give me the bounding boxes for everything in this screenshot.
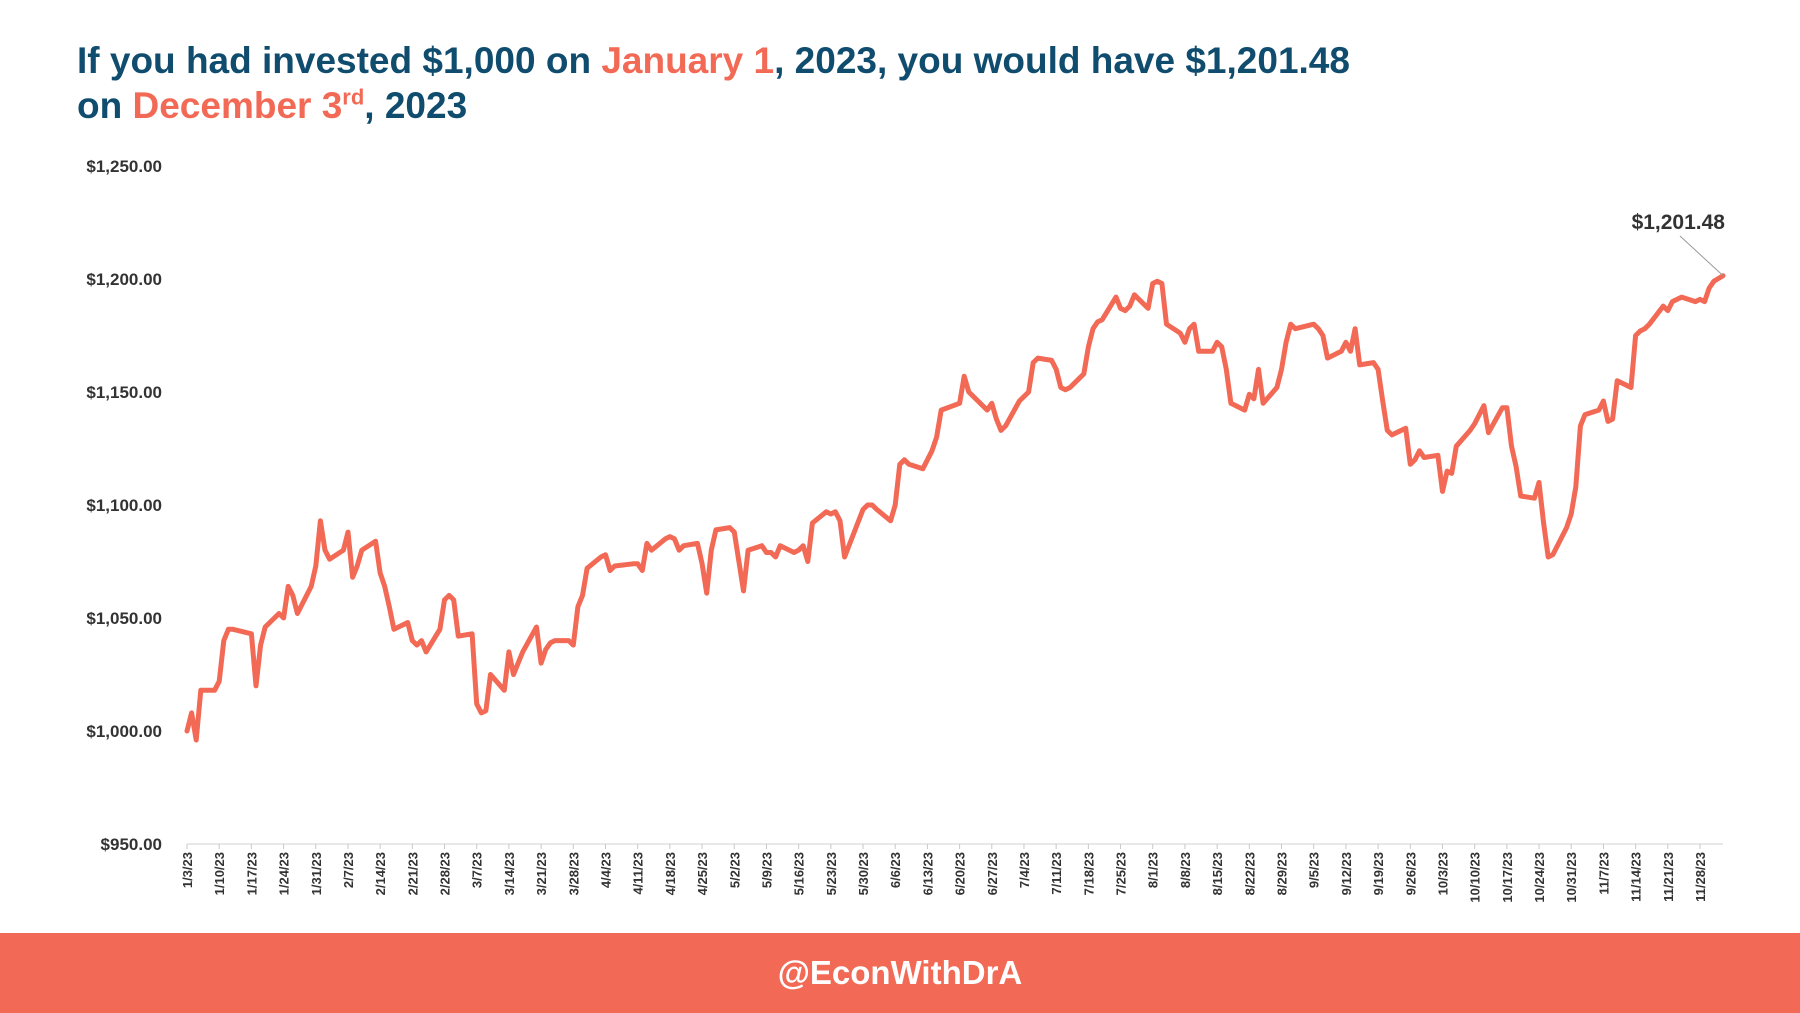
x-tick-label: 2/28/23 xyxy=(438,852,453,895)
x-tick-label: 1/24/23 xyxy=(277,852,292,895)
x-tick-label: 9/19/23 xyxy=(1371,852,1386,895)
series-line xyxy=(184,273,1726,743)
x-tick-label: 5/2/23 xyxy=(727,852,742,888)
x-tick-label: 7/18/23 xyxy=(1081,852,1096,895)
x-tick-label: 10/31/23 xyxy=(1564,852,1579,903)
x-tick-label: 9/5/23 xyxy=(1307,852,1322,888)
x-tick-label: 4/25/23 xyxy=(695,852,710,895)
x-tick-label: 8/29/23 xyxy=(1275,852,1290,895)
x-tick-label: 6/27/23 xyxy=(985,852,1000,895)
x-tick-label: 11/14/23 xyxy=(1629,852,1644,902)
annotation-leader xyxy=(1679,235,1724,277)
x-tick-label: 8/15/23 xyxy=(1210,852,1225,895)
y-tick-label: $950.00 xyxy=(101,835,162,854)
y-tick-label: $1,000.00 xyxy=(86,722,162,741)
y-tick-label: $1,250.00 xyxy=(86,157,162,176)
y-tick-label: $1,100.00 xyxy=(86,496,162,515)
x-tick-label: 10/10/23 xyxy=(1468,852,1483,903)
x-tick-label: 10/24/23 xyxy=(1532,852,1547,903)
y-tick-label: $1,200.00 xyxy=(86,270,162,289)
title-on: on xyxy=(77,85,133,126)
x-tick-label: 7/25/23 xyxy=(1114,852,1129,895)
x-tick-label: 11/21/23 xyxy=(1661,852,1676,902)
x-tick-label: 6/13/23 xyxy=(920,852,935,895)
x-tick-label: 4/11/23 xyxy=(631,852,646,895)
title-date-start-month: January xyxy=(601,40,744,81)
x-tick-label: 10/17/23 xyxy=(1500,852,1515,903)
x-tick-label: 4/4/23 xyxy=(598,852,613,888)
x-tick-label: 5/23/23 xyxy=(824,852,839,895)
x-tick-label: 8/22/23 xyxy=(1242,852,1257,895)
x-tick-label: 3/28/23 xyxy=(566,852,581,895)
x-tick-label: 3/7/23 xyxy=(470,852,485,888)
x-tick-label: 9/26/23 xyxy=(1403,852,1418,895)
x-tick-label: 3/21/23 xyxy=(534,852,549,895)
x-tick-label: 11/28/23 xyxy=(1693,852,1708,902)
footer-bar: @EconWithDrA xyxy=(0,933,1800,1013)
annotation-label: $1,201.48 xyxy=(1632,211,1726,234)
title-year-end: , 2023 xyxy=(364,85,468,126)
x-tick-label: 2/14/23 xyxy=(373,852,388,895)
x-tick-label: 8/1/23 xyxy=(1146,852,1161,888)
title-date-end: December 3 xyxy=(132,85,343,126)
title-mid: , 2023, you would have $1,201.48 xyxy=(774,40,1350,81)
x-tick-label: 1/3/23 xyxy=(180,852,195,888)
y-tick-label: $1,050.00 xyxy=(86,609,162,628)
x-tick-label: 7/11/23 xyxy=(1049,852,1064,895)
title-date-end-suffix: rd xyxy=(342,84,365,110)
title-prefix: If you had invested $1,000 on xyxy=(77,40,602,81)
x-tick-label: 5/9/23 xyxy=(759,852,774,888)
x-tick-label: 2/7/23 xyxy=(341,852,356,888)
x-tick-label: 10/3/23 xyxy=(1435,852,1450,895)
y-tick-label: $1,150.00 xyxy=(86,383,162,402)
x-tick-label: 4/18/23 xyxy=(663,852,678,895)
title-date-start-day: 1 xyxy=(753,40,775,81)
x-tick-label: 7/4/23 xyxy=(1017,852,1032,888)
x-tick-label: 1/10/23 xyxy=(212,852,227,895)
x-tick-label: 8/8/23 xyxy=(1178,852,1193,888)
footer-handle: @EconWithDrA xyxy=(777,954,1023,991)
x-tick-label: 9/12/23 xyxy=(1339,852,1354,895)
x-tick-label: 5/16/23 xyxy=(792,852,807,895)
x-tick-label: 1/17/23 xyxy=(244,852,259,895)
x-tick-label: 3/14/23 xyxy=(502,852,517,895)
x-tick-label: 2/21/23 xyxy=(405,852,420,895)
x-tick-label: 6/6/23 xyxy=(888,852,903,888)
x-tick-label: 6/20/23 xyxy=(953,852,968,895)
chart-title: If you had invested $1,000 on January 1,… xyxy=(77,38,1717,128)
x-tick-label: 5/30/23 xyxy=(856,852,871,895)
x-tick-label: 11/7/23 xyxy=(1596,852,1611,895)
line-chart: $950.00 $1,000.00 $1,050.00 $1,100.00 $1,150… xyxy=(86,157,1726,903)
x-tick-label: 1/31/23 xyxy=(309,852,324,895)
